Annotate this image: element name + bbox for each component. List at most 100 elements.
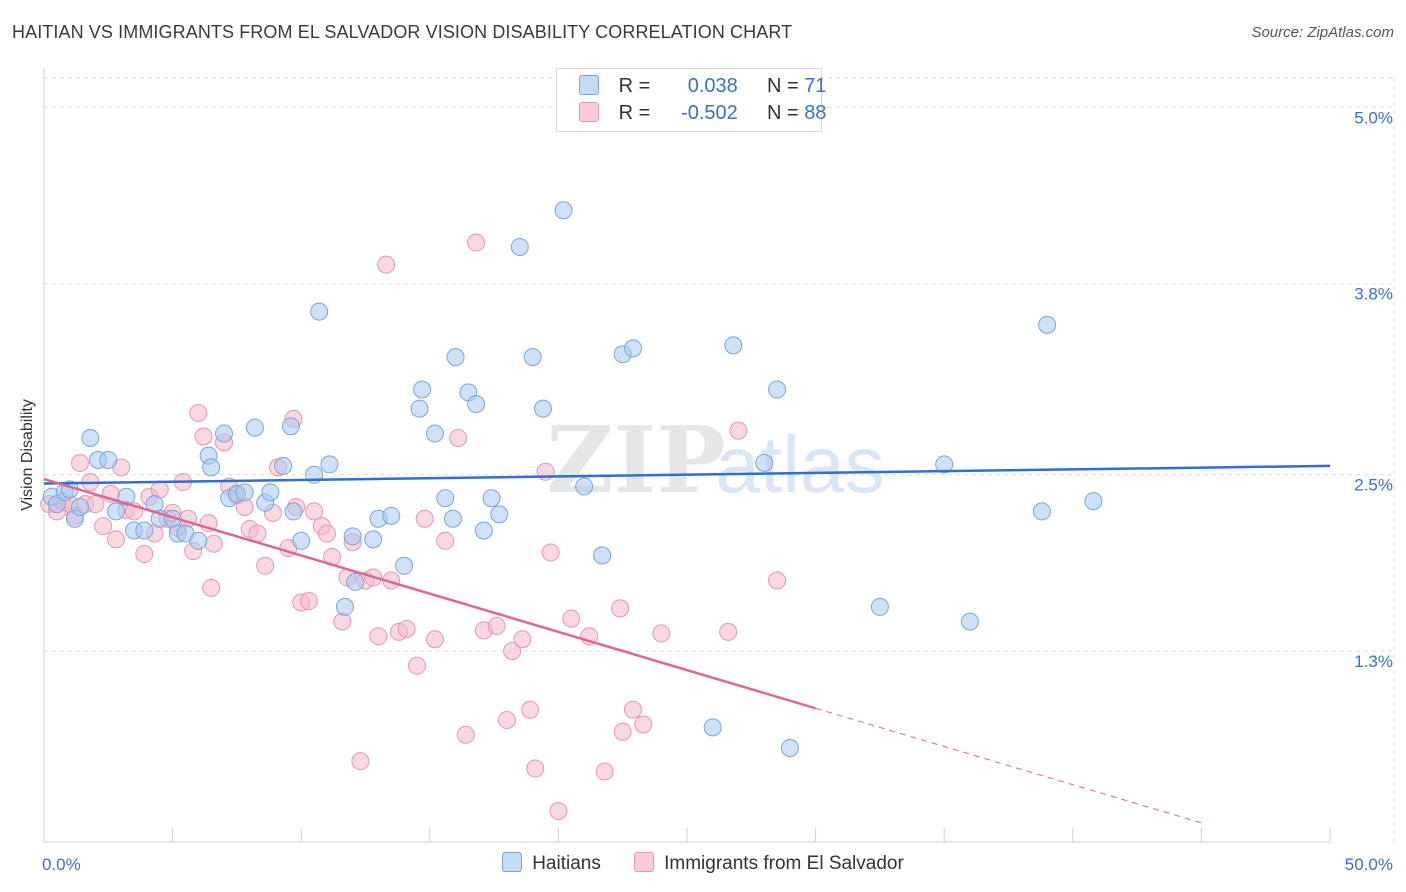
series-haitians-points	[42, 201, 1103, 757]
el-salvador-point	[513, 630, 532, 649]
haitians-point	[413, 380, 432, 399]
el-salvador-point	[333, 612, 352, 631]
haitians-point	[274, 456, 293, 475]
haitians-point	[99, 451, 118, 469]
el-salvador-point	[729, 421, 748, 440]
chart-title: HAITIAN VS IMMIGRANTS FROM EL SALVADOR V…	[12, 22, 793, 42]
trend-lines	[43, 464, 1331, 824]
el-salvador-point	[107, 530, 126, 549]
el-salvador-point	[768, 571, 787, 590]
legend-row-haitians: R = 0.038 N = 71	[579, 75, 826, 99]
haitians-point	[81, 428, 100, 447]
el-salvador-point	[305, 502, 324, 521]
el-salvador-point	[595, 762, 614, 781]
haitians-point	[554, 201, 573, 220]
haitians-point	[245, 418, 264, 437]
haitians-point	[474, 521, 493, 540]
haitians-point	[215, 424, 234, 443]
el-salvador-point	[189, 403, 208, 422]
haitians-point	[284, 502, 303, 521]
haitians-point	[593, 546, 612, 565]
haitians-point	[425, 424, 444, 443]
haitians-point	[768, 380, 787, 399]
el-salvador-point	[526, 759, 545, 778]
el-salvador-point	[135, 545, 154, 564]
haitians-point	[523, 348, 542, 367]
haitians-point	[935, 455, 954, 474]
legend-label-haitians: Haitians	[532, 853, 601, 874]
haitians-point	[443, 509, 462, 528]
el-salvador-point	[719, 622, 738, 641]
legend-r-value: -0.502	[681, 102, 738, 124]
legend-n-label: N =	[766, 75, 799, 97]
el-salvador-point	[497, 711, 516, 730]
source-label: Source: ZipAtlas.com	[1251, 24, 1394, 41]
haitians-point	[107, 502, 126, 521]
legend-r-label: R =	[618, 102, 651, 124]
haitians-point	[490, 505, 509, 524]
el-salvador-point	[549, 802, 568, 821]
el-salvador-point	[503, 642, 522, 660]
x-tick-label-max: 50.0%	[1345, 855, 1393, 874]
haitians-trend-line	[43, 464, 1331, 485]
haitians-point	[343, 527, 362, 546]
y-tick-label: 2.5%	[1354, 476, 1393, 495]
legend-swatch-haitians	[579, 75, 599, 95]
el-salvador-point	[202, 578, 221, 597]
el-salvador-point	[634, 715, 653, 734]
haitians-point	[235, 483, 254, 502]
el-salvador-point	[256, 556, 275, 575]
el-salvador-point	[71, 453, 90, 472]
watermark-zip: ZIP	[546, 406, 725, 514]
axes	[43, 68, 1331, 843]
el-salvador-point	[611, 599, 630, 618]
tick-labels: 1.3% 2.5% 3.8% 5.0% 0.0% 50.0%	[42, 108, 1393, 874]
haitians-point	[703, 718, 722, 737]
haitians-point	[533, 399, 552, 418]
haitians-point	[870, 597, 889, 616]
haitians-point	[320, 455, 339, 474]
el-salvador-point	[94, 517, 113, 536]
haitians-point	[780, 738, 799, 757]
legend-swatch-haitians	[502, 852, 523, 872]
el-salvador-point	[194, 427, 213, 446]
haitians-point	[724, 336, 743, 355]
legend-r-value: 0.038	[687, 75, 738, 97]
haitians-point	[202, 458, 221, 477]
haitians-point	[292, 531, 311, 550]
el-salvador-point	[613, 722, 632, 741]
legend-label-el-salvador: Immigrants from El Salvador	[664, 853, 904, 874]
haitians-point	[623, 339, 642, 358]
haitians-point	[117, 487, 136, 506]
legend-row-el-salvador: R = -0.502 N = 88	[579, 102, 826, 126]
el-salvador-point	[377, 255, 396, 274]
haitians-point	[575, 477, 594, 496]
legend-n-value: 88	[804, 102, 827, 124]
y-tick-label: 1.3%	[1354, 652, 1393, 671]
el-salvador-point	[456, 725, 475, 744]
haitians-point	[281, 417, 300, 436]
series-legend: Haitians Immigrants from El Salvador	[0, 852, 1406, 875]
el-salvador-point	[623, 700, 642, 719]
el-salvador-point	[397, 619, 416, 638]
el-salvador-point	[317, 524, 336, 543]
haitians-point	[382, 506, 401, 525]
haitians-point	[364, 530, 383, 549]
haitians-point	[135, 521, 154, 540]
el-salvador-point	[467, 233, 486, 252]
haitians-point	[410, 399, 429, 418]
el-salvador-point	[415, 509, 434, 528]
x-tick-label-min: 0.0%	[42, 855, 81, 874]
legend-r-label: R =	[618, 75, 651, 97]
el-salvador-point	[299, 592, 318, 611]
legend-item-haitians: Haitians	[502, 852, 601, 875]
haitians-point	[395, 556, 414, 575]
el-salvador-point	[369, 627, 388, 646]
el-salvador-point	[521, 700, 540, 719]
haitians-point	[1084, 492, 1103, 511]
watermark: ZIP atlas	[546, 406, 884, 514]
el-salvador-point	[248, 524, 267, 543]
el-salvador-point	[562, 609, 581, 628]
legend-item-el-salvador: Immigrants from El Salvador	[634, 852, 904, 875]
